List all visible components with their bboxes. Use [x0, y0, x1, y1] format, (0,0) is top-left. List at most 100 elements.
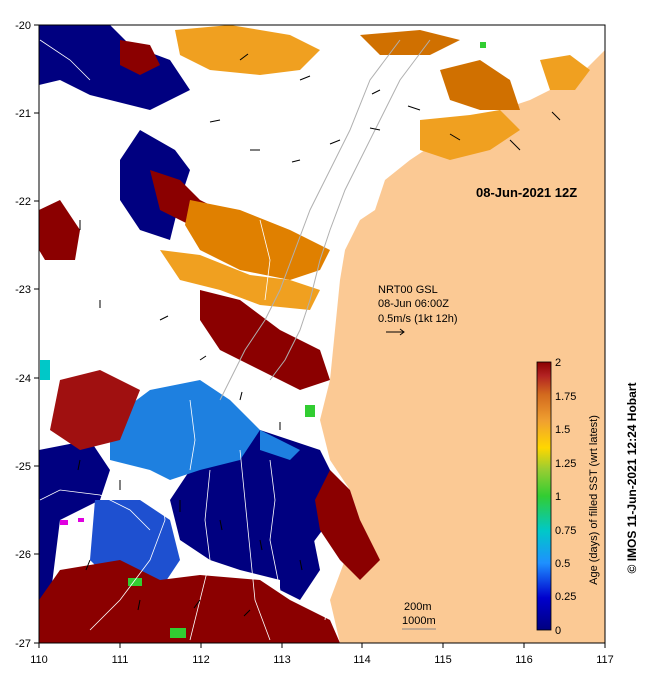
y-tick-label: -22 [15, 196, 31, 208]
colorbar-tick-label: 1 [555, 491, 561, 503]
region-age-2 [39, 560, 340, 643]
region-age-1 [128, 578, 142, 586]
current-arrow [209, 119, 221, 123]
current-arrow [193, 599, 201, 609]
current-arrow [77, 459, 81, 471]
current-arrow [299, 559, 303, 571]
current-arrow [551, 111, 561, 121]
current-arrow [369, 127, 381, 131]
region-speck [60, 520, 68, 525]
region-age-2 [39, 200, 80, 260]
colorbar-tick-label: 0.75 [555, 525, 576, 537]
x-tick-label: 115 [434, 654, 452, 666]
isotherm [189, 469, 211, 641]
current-arrow [159, 315, 169, 321]
current-arrow [449, 133, 461, 141]
y-tick-label: -26 [15, 549, 31, 561]
depth-1000m-label: 1000m [402, 615, 436, 627]
credit-label: © IMOS 11-Jun-2021 12:24 Hobart [625, 383, 639, 574]
colorbar-tick-label: 1.5 [555, 424, 570, 436]
y-tick-label: -21 [15, 108, 31, 120]
colorbar-tick-label: 1.25 [555, 458, 576, 470]
colorbar-ramp [536, 361, 552, 631]
current-arrow [239, 53, 249, 61]
x-tick-label: 117 [596, 654, 614, 666]
colorbar-tick-label: 1.75 [555, 391, 576, 403]
current-scale-label: 0.5m/s (1kt 12h) [378, 313, 457, 325]
region-age-175 [440, 60, 520, 110]
isotherm [319, 539, 331, 621]
current-arrow [137, 599, 141, 611]
isobath-1000m [219, 39, 401, 401]
region-age-0 [280, 500, 320, 600]
current-arrow [219, 519, 223, 531]
current-arrow [243, 609, 251, 617]
current-arrow [509, 139, 521, 151]
x-tick-label: 110 [30, 654, 48, 666]
colorbar-tick-label: 2 [555, 357, 561, 369]
current-scale-arrow [386, 328, 405, 336]
region-speck [78, 518, 84, 522]
current-arrow [239, 391, 243, 401]
region-age-2 [120, 40, 160, 75]
y-tick-label: -23 [15, 284, 31, 296]
x-tick-label: 116 [515, 654, 533, 666]
isotherm [189, 399, 196, 471]
y-tick-label: -27 [15, 638, 31, 650]
sst-field [39, 25, 605, 643]
region-age-2 [200, 290, 330, 390]
region-age-1 [170, 628, 186, 638]
x-tick-label: 114 [353, 654, 371, 666]
current-source-label: NRT00 GSL [378, 284, 438, 296]
current-arrow [259, 539, 263, 551]
current-time-label: 08-Jun 06:00Z [378, 298, 449, 310]
y-tick-label: -25 [15, 461, 31, 473]
region-age-15 [160, 250, 320, 310]
current-arrow [299, 75, 311, 81]
region-age-05 [260, 430, 300, 460]
region-age-0 [39, 440, 110, 643]
region-age-2 [315, 470, 380, 580]
region-age-15 [540, 55, 590, 90]
region-age-1 [305, 405, 315, 417]
region-age-075 [40, 360, 50, 380]
colorbar-tick-label: 0 [555, 625, 561, 637]
colorbar: 2 1.75 1.5 1.25 1 0.75 0.5 0.25 0 Age (d… [536, 357, 600, 637]
y-tick-label: -20 [15, 20, 31, 32]
region-age-05 [110, 380, 260, 480]
depth-200m-label: 200m [404, 601, 432, 613]
x-tick-label: 111 [112, 654, 129, 666]
current-arrow [85, 559, 91, 571]
colorbar-tick-label: 0.5 [555, 558, 570, 570]
colorbar-tick-label: 0.25 [555, 591, 576, 603]
land-mass [320, 25, 605, 643]
x-tick-label: 113 [273, 654, 291, 666]
colorbar-title: Age (days) of filled SST (wrt latest) [588, 415, 600, 585]
isotherm [239, 449, 271, 641]
current-arrow [291, 159, 301, 163]
y-axis: -20 -21 -22 -23 -24 -25 -26 -27 [15, 20, 39, 650]
isotherm [39, 39, 91, 81]
current-arrow [407, 105, 421, 111]
isotherm [39, 489, 151, 531]
region-age-175 [185, 200, 330, 280]
region-age-1 [480, 42, 486, 48]
isobath-200m [269, 39, 431, 381]
current-arrow [329, 139, 341, 145]
current-arrow [199, 355, 207, 361]
x-tick-label: 112 [192, 654, 210, 666]
region-age-0 [39, 25, 190, 110]
y-tick-label: -24 [15, 373, 31, 385]
region-age-15 [175, 25, 320, 75]
region-age-175 [360, 30, 460, 55]
map-title: 08-Jun-2021 12Z [476, 185, 577, 200]
current-arrow [371, 89, 381, 95]
region-age-15 [420, 110, 520, 160]
region-age-2 [50, 370, 140, 450]
plot-frame [38, 24, 606, 644]
isotherm [269, 459, 281, 591]
x-axis: 110 111 112 113 114 115 116 117 [30, 643, 614, 666]
current-vectors [77, 53, 561, 617]
isotherm [89, 479, 166, 631]
